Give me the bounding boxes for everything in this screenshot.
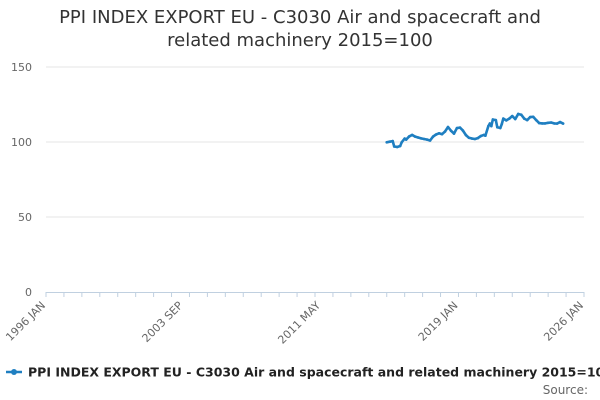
data-point xyxy=(391,139,395,143)
legend-marker-icon xyxy=(11,369,17,375)
data-point xyxy=(484,134,487,137)
data-point xyxy=(496,126,499,129)
data-point xyxy=(395,145,399,149)
data-point xyxy=(455,126,459,130)
data-point xyxy=(540,122,544,125)
data-point xyxy=(537,121,541,125)
data-point xyxy=(473,137,477,141)
data-point xyxy=(422,137,426,141)
data-point xyxy=(410,133,414,137)
data-point xyxy=(531,115,535,119)
data-point xyxy=(446,125,450,129)
data-point xyxy=(431,135,435,138)
legend-label: PPI INDEX EXPORT EU - C3030 Air and spac… xyxy=(28,365,600,380)
data-point xyxy=(561,122,565,125)
y-tick-label: 150 xyxy=(11,61,32,74)
data-point xyxy=(428,139,432,142)
data-point xyxy=(461,129,465,132)
data-point xyxy=(555,122,559,125)
data-point xyxy=(392,145,396,148)
data-point xyxy=(437,132,441,135)
data-point xyxy=(419,137,423,140)
data-point xyxy=(488,122,492,125)
data-point xyxy=(452,132,456,135)
x-tick-label: 2011 MAY xyxy=(275,299,323,347)
data-point xyxy=(516,112,520,116)
gridlines xyxy=(46,66,584,218)
data-point xyxy=(398,144,402,148)
x-axis: 1996 JAN 2003 SEP 2011 MAY 2019 JAN 2026 JAN xyxy=(3,292,586,347)
y-axis: 0 50 100 150 xyxy=(11,61,32,299)
data-point xyxy=(522,117,526,120)
data-point xyxy=(413,135,417,138)
x-tick-label: 2003 SEP xyxy=(140,299,186,345)
data-point xyxy=(513,117,517,121)
data-point xyxy=(400,141,403,144)
x-tick-label: 2026 JAN xyxy=(541,299,586,344)
data-point xyxy=(385,141,389,144)
data-point xyxy=(404,138,408,141)
data-point xyxy=(494,118,498,122)
data-point xyxy=(549,121,553,124)
data-point xyxy=(476,136,480,140)
y-tick-label: 0 xyxy=(25,286,32,299)
data-point xyxy=(558,120,562,124)
data-point xyxy=(407,135,411,138)
chart-title: PPI INDEX EXPORT EU - C3030 Air and spac… xyxy=(0,6,600,52)
series-layer xyxy=(385,112,565,149)
data-point xyxy=(487,124,490,128)
data-point xyxy=(458,126,462,129)
data-point xyxy=(500,122,504,126)
data-point xyxy=(499,126,502,130)
y-tick-label: 100 xyxy=(11,136,32,149)
data-point xyxy=(425,138,429,141)
data-point xyxy=(467,136,471,140)
legend[interactable]: PPI INDEX EXPORT EU - C3030 Air and spac… xyxy=(6,365,600,380)
data-point xyxy=(510,114,514,118)
data-point xyxy=(388,140,392,143)
data-point xyxy=(502,117,505,120)
data-point xyxy=(507,117,511,120)
data-point xyxy=(470,137,474,140)
data-point xyxy=(490,124,493,128)
data-point xyxy=(491,118,495,121)
data-point xyxy=(443,130,447,133)
data-point xyxy=(464,133,468,137)
data-point xyxy=(440,132,444,136)
data-point xyxy=(479,134,483,138)
data-point xyxy=(543,122,547,125)
data-point xyxy=(525,118,529,122)
data-point xyxy=(519,113,523,116)
y-tick-label: 50 xyxy=(18,211,32,224)
data-point xyxy=(449,129,453,133)
data-point xyxy=(552,122,556,125)
data-point xyxy=(416,136,420,139)
x-tick-label: 1996 JAN xyxy=(3,299,48,344)
data-point xyxy=(504,119,508,122)
data-point xyxy=(528,115,532,119)
data-point xyxy=(534,118,538,122)
chart-title-line-1: PPI INDEX EXPORT EU - C3030 Air and spac… xyxy=(59,7,541,28)
data-point xyxy=(546,121,550,125)
source-label: Source: xyxy=(543,383,588,397)
x-tick-label: 2019 JAN xyxy=(416,299,461,344)
chart-title-line-2: related machinery 2015=100 xyxy=(167,30,433,51)
data-point xyxy=(434,133,438,136)
